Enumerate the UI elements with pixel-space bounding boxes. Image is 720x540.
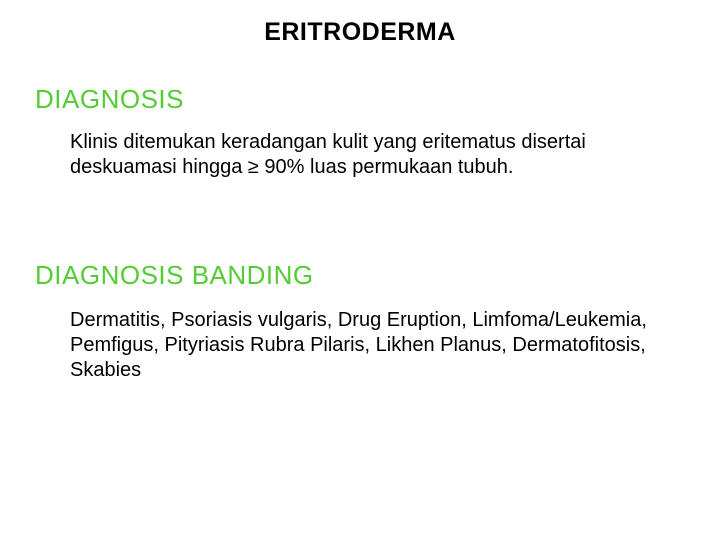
slide-title: ERITRODERMA [0, 18, 720, 47]
section-body-diagnosis: Klinis ditemukan keradangan kulit yang e… [70, 130, 650, 180]
section-heading-diagnosis: DIAGNOSIS [35, 84, 184, 115]
slide: ERITRODERMA DIAGNOSIS Klinis ditemukan k… [0, 0, 720, 540]
section-body-diagnosis-banding: Dermatitis, Psoriasis vulgaris, Drug Eru… [70, 308, 650, 383]
section-heading-diagnosis-banding: DIAGNOSIS BANDING [35, 260, 314, 291]
